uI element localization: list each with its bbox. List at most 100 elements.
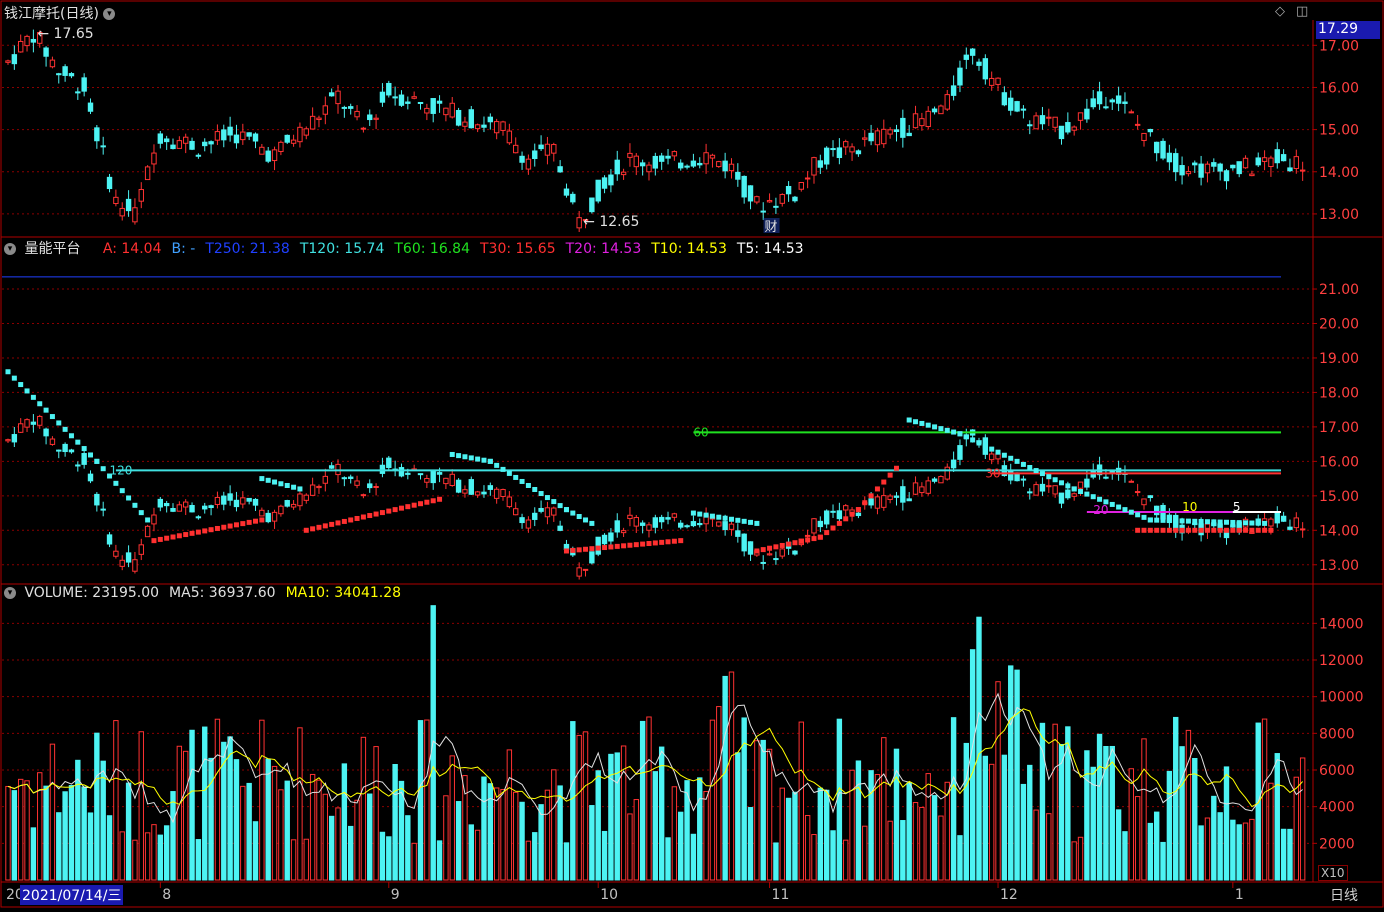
indicator-candle [601,534,608,545]
indicator-candle [290,503,297,508]
volume-bar [1293,776,1300,881]
platform-dot [944,427,950,433]
legend-item: T60: 16.84 [394,241,470,257]
indicator-candle [557,525,563,531]
indicator-candle [678,522,684,528]
x-tick-label: 9 [391,887,400,903]
indicator-candle [430,469,436,484]
indicator-candle [792,550,798,555]
volume-bar [297,727,303,881]
volume-ma5-line [7,692,1303,824]
platform-dot [887,472,893,478]
indicator-candle [823,510,830,525]
price-candle [925,110,931,128]
platform-dot [265,477,271,483]
volume-bar [893,748,900,881]
indicator-candle [221,495,227,505]
price-candle [671,151,678,157]
indicator-candle [227,493,233,501]
indicator-menu-icon[interactable]: ▾ [4,243,16,255]
cursor-date: 2021/07/14/三 [20,885,124,905]
volume-bar [328,815,335,881]
platform-dot [405,504,411,510]
price-candle [1211,162,1217,167]
volume-menu-icon[interactable]: ▾ [4,587,16,599]
indicator-candle [874,496,881,509]
platform-dot [43,407,49,413]
scale-badge: X10 [1318,865,1348,881]
indicator-candle [195,516,202,519]
platform-dot [1217,527,1223,533]
price-candle [887,129,893,135]
platform-dot [1198,518,1204,524]
indicator-candle [500,489,506,498]
platform-dot [982,443,988,449]
volume-bar [75,759,81,881]
platform-dot [1255,527,1261,533]
legend-item: MA5: 36937.60 [169,585,276,601]
indicator-candle [468,479,474,495]
platform-dot [563,548,569,554]
volume-bar [639,720,646,881]
price-candle [335,90,341,105]
platform-dot [862,500,868,506]
volume-bar [919,806,925,881]
price-candle [849,146,855,153]
volume-bar [862,825,868,881]
platform-dot [798,538,804,544]
indicator-candle [265,512,271,523]
price-candle [138,189,144,202]
volume-bar [487,783,494,881]
platform-dot [1217,519,1223,525]
price-candle [240,131,246,141]
price-candle [1014,101,1020,112]
platform-dot [893,465,899,471]
volume-header: ▾ VOLUME: 23195.00 MA5: 36937.60 MA10: 340… [4,585,411,601]
volume-bar [309,773,316,881]
volume-bar [551,769,557,881]
platform-dot [119,488,125,494]
platform-dot [627,542,633,548]
dropdown-icon[interactable]: ▾ [103,8,116,20]
indicator-candle [278,505,284,515]
y-tick-label: 10000 [1319,690,1364,706]
volume-bar [938,815,944,881]
indicator-candle [151,514,157,525]
legend-item: T250: 21.38 [205,241,290,257]
indicator-candle [68,449,75,453]
price-candle [874,130,881,146]
indicator-candle [779,548,785,557]
price-candle [646,164,652,173]
price-candle [208,141,214,145]
platform-dot [576,514,582,520]
price-candle [665,155,671,159]
price-candle [24,35,30,47]
platform-dot [1071,486,1077,492]
indicator-candle [931,478,938,482]
period-tab[interactable]: 日线 [1330,888,1358,904]
volume-bar [1236,824,1242,881]
price-candle [1020,108,1027,111]
platform-dot [608,544,614,550]
platform-dot [456,453,462,459]
platform-dot [849,511,855,517]
price-candle [747,185,754,202]
platform-dot [1160,517,1166,523]
price-badge: 17.29 [1316,21,1380,39]
indicator-candle [633,517,639,527]
price-candle [500,121,506,131]
diamond-icon[interactable]: ◇ [1275,4,1285,19]
indicator-candle [1020,478,1027,481]
window-toggle-icon[interactable]: ◫ [1296,4,1309,19]
x-tick-label: 11 [772,887,790,903]
platform-dot [437,496,443,502]
price-candle [900,117,906,138]
platform-dot [728,516,734,522]
x-tick-label: 8 [162,887,171,903]
platform-dot [157,536,163,542]
price-candle [576,217,582,229]
price-candle [817,160,824,168]
